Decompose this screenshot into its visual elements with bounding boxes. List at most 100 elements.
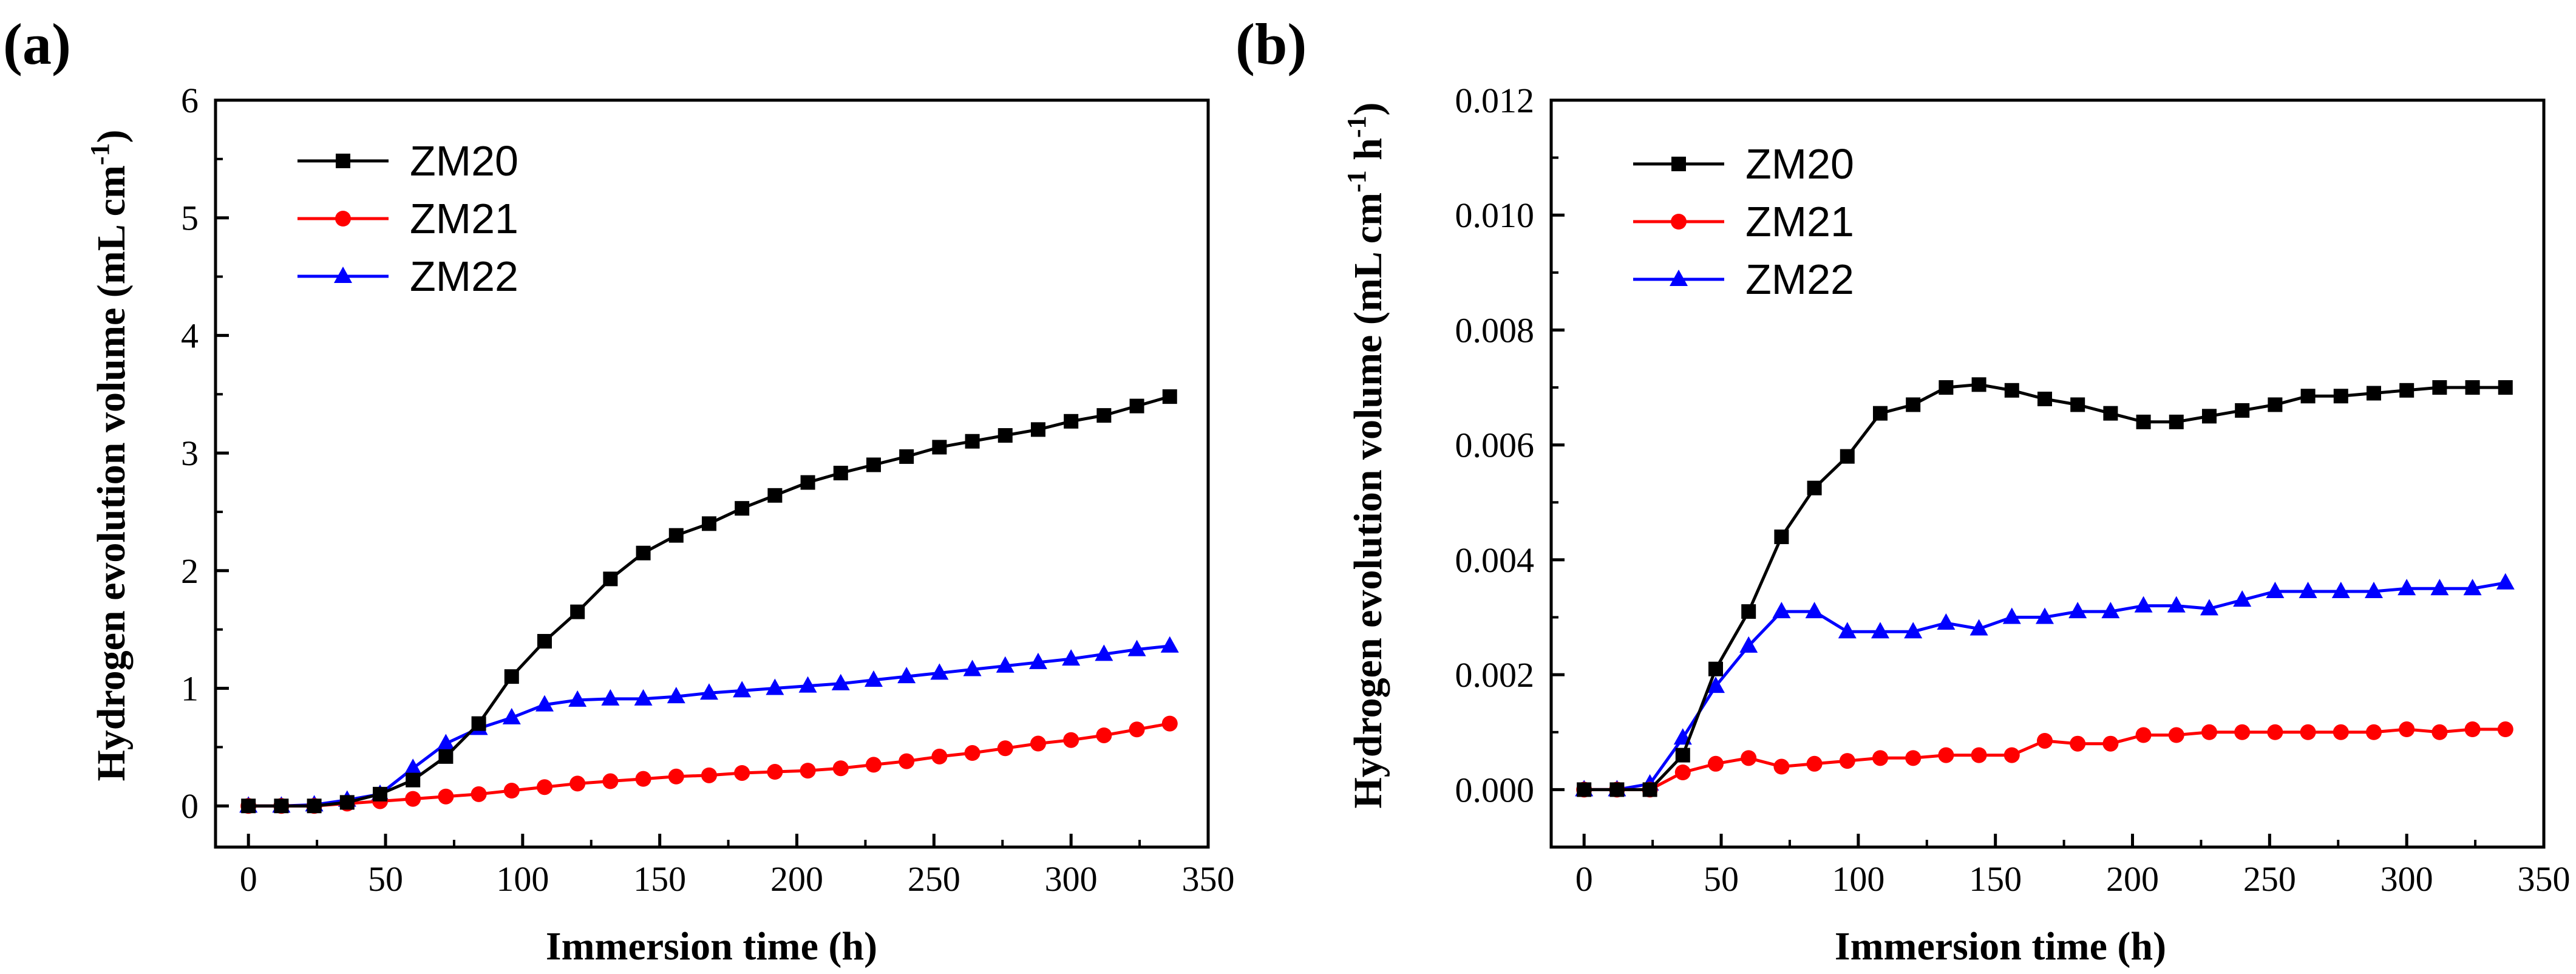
data-point-zm22 (1871, 622, 1889, 639)
data-point-zm21 (2399, 721, 2415, 738)
data-point-zm22 (1904, 622, 1923, 639)
data-point-zm21 (2036, 732, 2053, 749)
data-point-zm21 (602, 773, 619, 789)
data-point-zm22 (404, 758, 423, 775)
panel-a-ylabel: Hydrogen evolution volume (mL cm-1) (85, 129, 134, 781)
data-point-zm20 (636, 545, 651, 560)
data-point-zm22 (2134, 596, 2153, 613)
data-point-zm22 (1160, 636, 1179, 653)
data-point-zm20 (2432, 380, 2447, 395)
data-point-zm20 (1609, 782, 1625, 797)
data-point-zm21 (569, 775, 586, 792)
data-point-zm20 (800, 475, 815, 490)
data-point-zm22 (2398, 579, 2416, 596)
chart-a: 0 50 100 150 200 250 300 350 0 1 2 3 4 5 6 ZM20 ZM21 ZM22 (181, 81, 1235, 899)
x-tick-label: 350 (2518, 859, 2571, 899)
data-point-zm21 (405, 791, 421, 807)
data-point-zm22 (568, 690, 587, 707)
data-point-zm22 (2167, 596, 2186, 613)
data-point-zm20 (1807, 480, 1822, 496)
data-point-zm22 (798, 676, 817, 693)
panel-b-xlabel: Immersion time (h) (1835, 924, 2166, 969)
data-point-zm20 (1971, 377, 1986, 392)
data-point-zm21 (2333, 724, 2349, 740)
data-point-zm22 (601, 689, 620, 706)
y-tick-label: 0.010 (1455, 196, 1535, 235)
data-point-zm20 (965, 434, 980, 449)
data-point-zm20 (2136, 414, 2151, 429)
data-point-zm21 (1872, 750, 1888, 766)
data-point-zm21 (2070, 735, 2086, 752)
data-point-zm20 (307, 799, 322, 814)
data-point-zm20 (438, 749, 454, 764)
data-point-zm20 (1642, 782, 1657, 797)
data-point-zm20 (1872, 406, 1888, 421)
data-point-zm21 (536, 779, 552, 795)
data-point-zm22 (2002, 607, 2021, 624)
data-point-zm22 (2496, 573, 2515, 590)
legend-marker-zm22 (1670, 270, 1688, 286)
y-tick-label: 0.012 (1455, 81, 1535, 120)
y-tick-label: 0.006 (1455, 426, 1535, 465)
data-point-zm20 (997, 428, 1013, 443)
data-point-zm20 (701, 516, 716, 531)
legend-label-zm21: ZM21 (410, 195, 518, 242)
data-point-zm20 (504, 669, 519, 684)
panel-b-ylabel: Hydrogen evolution volume (mL cm-1 h-1) (1342, 103, 1390, 809)
data-point-zm22 (1127, 639, 1146, 656)
plot-frame (1549, 98, 2546, 849)
data-point-zm22 (2101, 602, 2120, 619)
data-point-zm20 (1129, 398, 1144, 414)
data-point-zm20 (2498, 380, 2513, 395)
legend-label-zm21: ZM21 (1745, 198, 1854, 245)
data-point-zm20 (537, 634, 552, 649)
plot-frame (214, 98, 1210, 849)
data-point-zm21 (1030, 735, 1046, 752)
data-point-zm20 (2366, 386, 2381, 401)
data-point-zm21 (734, 765, 750, 781)
data-point-zm22 (699, 683, 718, 700)
data-point-zm22 (2233, 590, 2252, 607)
data-point-zm20 (603, 571, 618, 587)
y-tick-label: 0.000 (1455, 770, 1535, 809)
data-point-zm20 (1064, 414, 1079, 429)
x-tick-label: 50 (1704, 859, 1739, 899)
data-point-zm21 (800, 763, 816, 779)
data-point-zm22 (864, 670, 883, 687)
data-point-zm21 (2300, 724, 2316, 740)
data-point-zm22 (634, 689, 653, 706)
data-point-zm21 (1938, 747, 1954, 763)
y-tick-label: 4 (181, 316, 199, 355)
data-point-zm22 (963, 659, 982, 676)
x-tick-label: 100 (1832, 859, 1884, 899)
data-point-zm20 (866, 457, 881, 472)
data-point-zm22 (437, 734, 455, 751)
data-point-zm20 (406, 772, 421, 788)
data-point-zm21 (931, 748, 948, 765)
data-point-zm20 (2465, 380, 2480, 395)
data-point-zm22 (1706, 676, 1725, 693)
data-point-zm20 (241, 799, 256, 814)
data-point-zm22 (1772, 602, 1791, 619)
data-point-zm21 (2234, 724, 2251, 740)
data-point-zm20 (1906, 397, 1921, 412)
data-point-zm20 (1708, 661, 1723, 676)
data-point-zm20 (735, 501, 750, 516)
data-point-zm21 (635, 771, 651, 787)
data-point-zm20 (1741, 604, 1756, 619)
y-tick-label: 0 (181, 786, 199, 826)
data-point-zm22 (1739, 636, 1758, 653)
data-point-zm21 (1161, 715, 1178, 732)
data-point-zm22 (1062, 649, 1081, 666)
data-point-zm21 (1773, 758, 1790, 775)
data-point-zm21 (668, 768, 684, 785)
data-point-zm21 (2201, 724, 2217, 740)
data-point-zm22 (733, 681, 752, 698)
data-point-zm20 (833, 466, 848, 481)
chart-b: 0 50 100 150 200 250 300 350 0.000 0.002 0.004 0.00… (1455, 81, 2571, 899)
data-point-zm21 (899, 753, 915, 769)
x-tick-label: 150 (633, 859, 686, 899)
data-point-zm20 (2333, 389, 2348, 404)
data-point-zm21 (964, 745, 980, 761)
legend-marker-zm22 (334, 267, 352, 283)
